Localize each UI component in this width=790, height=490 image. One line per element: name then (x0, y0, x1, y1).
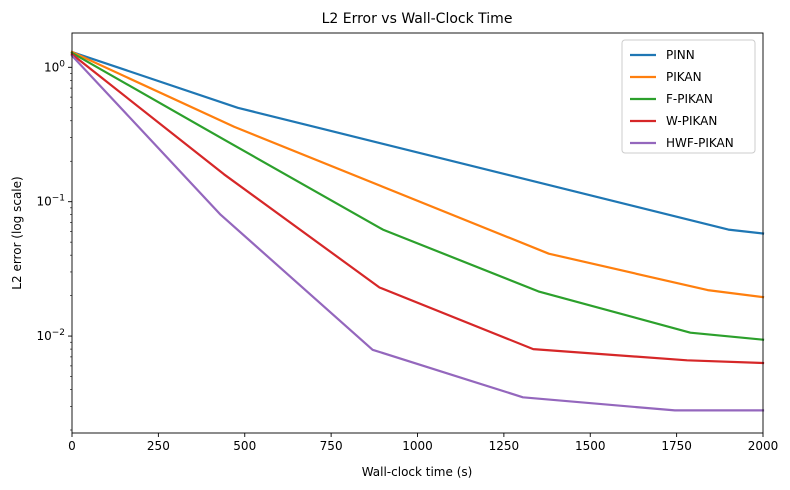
legend-label: PIKAN (666, 70, 702, 84)
y-tick-label: 10−2 (36, 328, 65, 343)
x-tick-label: 500 (233, 439, 256, 453)
y-tick-label: 10−1 (36, 194, 65, 209)
legend-label: PINN (666, 48, 695, 62)
chart-title: L2 Error vs Wall-Clock Time (322, 11, 513, 27)
x-axis: 0 250 500 750 1000 1250 1500 1750 2000 (68, 433, 778, 453)
y-tick-label: 100 (44, 59, 65, 74)
y-axis: 10−2 10−1 100 (36, 59, 72, 431)
x-tick-label: 1750 (661, 439, 692, 453)
x-tick-label: 1500 (575, 439, 606, 453)
legend: PINN PIKAN F-PIKAN W-PIKAN HWF-PIKAN (621, 39, 756, 154)
x-tick-label: 750 (320, 439, 343, 453)
series-line-f-pikan (70, 51, 765, 341)
legend-label: HWF-PIKAN (666, 136, 734, 150)
x-tick-label: 0 (68, 439, 76, 453)
legend-label: W-PIKAN (666, 114, 717, 128)
y-axis-title: L2 error (log scale) (10, 176, 24, 289)
series-line-pinn (70, 50, 765, 235)
x-tick-label: 1250 (489, 439, 520, 453)
x-tick-label: 1000 (402, 439, 433, 453)
x-tick-label: 2000 (748, 439, 779, 453)
series-group (70, 50, 765, 412)
legend-box (621, 39, 756, 154)
legend-label: F-PIKAN (666, 92, 713, 106)
series-line-w-pikan (70, 52, 765, 365)
x-tick-label: 250 (147, 439, 170, 453)
x-axis-title: Wall-clock time (s) (362, 465, 473, 479)
series-line-hwf-pikan (70, 54, 765, 412)
series-line-pikan (70, 50, 765, 299)
